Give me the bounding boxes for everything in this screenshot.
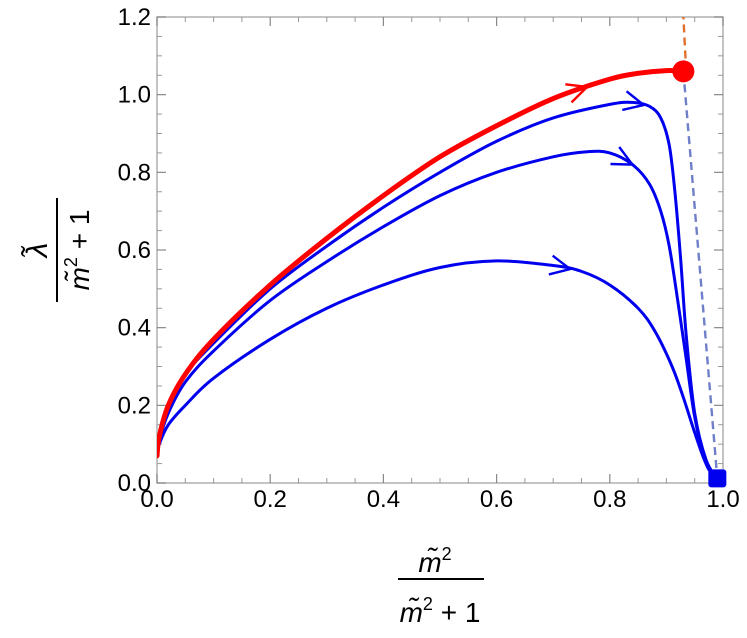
x-tick-label: 0.0	[140, 486, 173, 513]
x-tick-label: 0.6	[480, 486, 513, 513]
y-tick-label: 0.8	[118, 159, 151, 186]
axis-ticks	[156, 16, 724, 484]
flow-arrow-head	[622, 90, 647, 112]
x-label-denominator-rest: + 1	[433, 597, 480, 628]
dashed-line	[682, 17, 688, 72]
y-tick-label: 0.2	[118, 392, 151, 419]
dashed-lines	[682, 17, 719, 480]
flow-arrow-head	[565, 83, 590, 104]
x-tick-labels: 0.0 0.2 0.4 0.6 0.8 1.0	[140, 486, 739, 513]
series-line	[157, 149, 719, 481]
x-label-numerator-exponent: 2	[442, 544, 452, 564]
y-label-numerator: λ̃	[21, 243, 54, 260]
x-tick-label: 0.8	[593, 486, 626, 513]
ir-fixed-point-marker	[708, 469, 727, 488]
svg-text:m̃2: m̃2	[418, 544, 451, 578]
y-axis-label: λ̃ m̃2 + 1	[21, 198, 95, 302]
series-lines	[157, 68, 719, 481]
flow-arrow-head	[610, 146, 635, 166]
y-label-denominator-exponent: 2	[61, 257, 81, 267]
series-line	[157, 259, 719, 481]
y-tick-label: 1.2	[118, 4, 151, 31]
flow-arrow-head	[548, 254, 573, 276]
y-tick-label: 0.0	[118, 470, 151, 497]
x-label-denominator: m̃	[400, 597, 423, 628]
dashed-line	[682, 71, 719, 480]
uv-fixed-point-marker	[672, 60, 695, 83]
x-tick-label: 0.2	[254, 486, 287, 513]
y-tick-label: 1.0	[118, 82, 151, 109]
svg-text:m̃2 + 1: m̃2 + 1	[400, 594, 481, 628]
svg-text:λ̃: λ̃	[21, 243, 54, 260]
y-tick-labels: 0.0 0.2 0.4 0.6 0.8 1.0 1.2	[118, 4, 151, 497]
y-label-denominator: m̃	[64, 267, 95, 290]
x-axis-label: m̃2 m̃2 + 1	[398, 544, 484, 628]
x-label-denominator-exponent: 2	[423, 594, 433, 614]
plot-frame	[156, 16, 724, 484]
svg-text:m̃2 + 1: m̃2 + 1	[61, 210, 95, 291]
x-label-numerator: m̃	[418, 547, 441, 578]
y-label-denominator-rest: + 1	[64, 210, 95, 257]
y-tick-label: 0.4	[118, 315, 151, 342]
y-tick-label: 0.6	[118, 237, 151, 264]
fixed-point-markers	[672, 60, 727, 488]
x-tick-label: 1.0	[706, 486, 739, 513]
series-line	[157, 68, 686, 459]
x-tick-label: 0.4	[367, 486, 400, 513]
flow-arrows	[548, 83, 647, 276]
